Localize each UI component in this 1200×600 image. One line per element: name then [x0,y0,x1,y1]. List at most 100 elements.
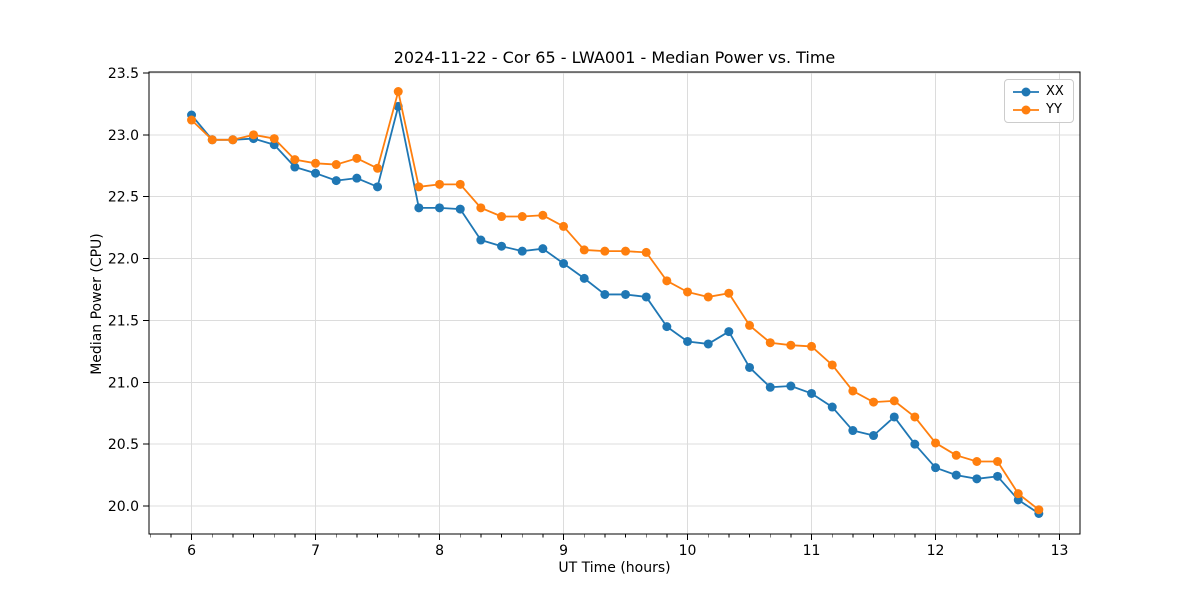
series-yy-marker [993,457,1003,466]
series-yy-marker [290,155,300,165]
series-yy-marker [249,130,259,140]
series-yy-marker [745,320,755,330]
series-yy-marker [869,397,879,407]
y-axis-label: Median Power (CPU) [89,233,105,375]
series-yy-marker [889,396,899,406]
series-xx-marker [352,173,362,183]
series-xx-marker [269,140,279,150]
series-yy-marker [1013,489,1023,499]
series-yy-marker [393,87,403,97]
series-xx-marker [972,474,982,484]
series-yy-marker [497,212,507,222]
series-yy-marker [187,115,197,125]
y-tick-label: 20.0 [108,499,139,515]
series-yy-marker [476,203,486,213]
series-xx-marker [765,382,775,392]
series-yy-marker [538,210,548,220]
series-yy-marker [765,338,775,348]
y-tick-label: 22.5 [108,190,139,206]
legend-label-xx: XX [1046,84,1064,99]
series-yy-marker [269,134,279,144]
series-xx-marker [331,176,341,186]
series-yy-marker [373,163,383,173]
series-xx-marker [311,168,321,178]
legend-item-xx: XX [1012,84,1067,100]
series-xx-marker [786,381,796,391]
series-yy-marker [641,247,651,257]
y-tick-label: 20.5 [108,437,139,453]
series-yy-marker [786,340,796,350]
series-xx-marker [559,259,569,269]
x-tick-label: 13 [1051,543,1069,559]
series-xx-marker [931,463,941,473]
series-yy-marker [827,360,837,370]
y-tick-label: 23.0 [108,128,139,144]
series-yy-marker [517,212,527,222]
series-yy-marker [331,160,341,170]
series-xx-marker [641,292,651,302]
series-xx-marker [993,471,1003,481]
series-yy-marker [579,245,589,255]
series-yy-marker [414,182,424,192]
series-yy-marker [807,341,817,351]
series-xx-marker [683,336,693,346]
series-yy-marker [848,386,858,396]
x-tick-label: 10 [679,543,697,559]
legend-line-sample-xx [1013,87,1039,97]
series-xx-marker [724,327,734,337]
legend: XX YY [1004,79,1074,123]
series-xx-marker [600,289,610,299]
x-tick-label: 6 [187,543,196,559]
series-xx-marker [497,241,507,251]
y-tick-label: 21.0 [108,375,139,391]
x-tick-label: 7 [311,543,320,559]
series-yy-marker [352,153,362,163]
x-axis-label: UT Time (hours) [558,560,671,576]
series-xx-marker [579,273,589,283]
series-xx-marker [373,182,383,192]
x-tick-label: 12 [927,543,945,559]
series-yy-marker [228,135,238,145]
series-yy-marker [1034,505,1044,515]
x-tick-label: 11 [803,543,821,559]
series-yy-marker [600,246,610,256]
series-xx-marker [703,339,713,349]
series-yy-marker [455,179,465,189]
series-yy-marker [972,457,982,466]
series-xx-marker [414,203,424,213]
series-xx-marker [435,203,445,213]
series-xx-marker [889,412,899,422]
series-xx-marker [662,322,672,332]
series-yy-marker [703,292,713,302]
legend-label-yy: YY [1046,102,1062,117]
series-yy-marker [207,135,217,145]
chart-title: 2024-11-22 - Cor 65 - LWA001 - Median Po… [393,48,836,67]
series-xx-marker [869,431,879,441]
x-tick-label: 8 [435,543,444,559]
y-tick-label: 23.5 [108,66,139,82]
series-xx-marker [290,162,300,172]
series-xx-marker [848,426,858,436]
series-xx-marker [517,246,527,256]
x-tick-label: 9 [559,543,568,559]
series-yy-marker [683,287,693,297]
axes-spines [148,71,1081,535]
series-xx-marker [745,362,755,372]
series-yy-marker [621,246,631,256]
series-yy-marker [559,221,569,231]
series-yy-marker [435,179,445,189]
series-yy-marker [931,438,941,448]
y-tick-label: 22.0 [108,252,139,268]
series-yy-marker [910,412,920,422]
series-xx-marker [538,244,548,254]
series-xx-marker [807,388,817,398]
legend-line-sample-yy [1013,105,1039,115]
series-xx-marker [621,289,631,299]
series-xx-marker [951,470,961,480]
series-yy-marker [311,158,321,168]
series-xx-marker [1013,495,1023,505]
series-yy-marker [951,450,961,460]
y-tick-label: 21.5 [108,313,139,329]
